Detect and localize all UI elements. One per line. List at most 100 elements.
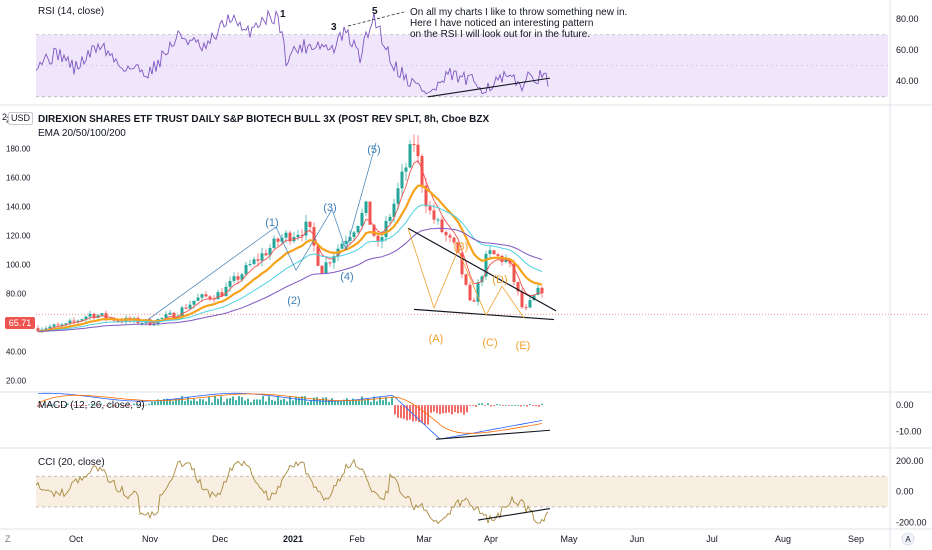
x-tick-label: Sep [848,534,864,544]
candle [60,324,64,326]
macd-histogram-bar [532,405,534,407]
macd-histogram-bar [313,397,315,406]
y-tick-label: 40.00 [896,76,919,86]
macd-histogram-bar [187,396,189,406]
candle [484,253,488,277]
price-tick-label: 80.00 [6,289,27,298]
correction-wave-label: (B) [454,241,469,253]
macd-histogram-bar [202,399,204,406]
candle [420,156,424,186]
macd-histogram-bar [343,399,345,406]
candle [376,235,380,242]
cci-pane[interactable] [35,458,888,525]
macd-histogram-bar [190,400,192,406]
candle [456,242,460,253]
macd-histogram-bar [100,403,102,406]
correction-wave-label: (E) [516,340,531,352]
pane-index: 2 [2,112,8,122]
macd-pane[interactable] [37,392,551,440]
candle [152,324,156,326]
macd-histogram-bar [286,401,288,406]
macd-histogram-bar [181,395,183,406]
candle [400,171,404,189]
price-tick-label: 180.00 [6,145,31,154]
candle [476,282,480,302]
auto-scale-button[interactable] [901,532,915,546]
macd-histogram-bar [124,405,126,406]
macd-histogram-bar [250,402,252,406]
wave-line [147,226,277,320]
macd-histogram-bar [133,403,135,406]
macd-histogram-bar [40,405,42,407]
candle [172,312,176,319]
ema-legend[interactable]: EMA 20/50/100/200 [38,128,126,139]
candle [424,185,428,207]
macd-histogram-bar [178,398,180,406]
candle [272,238,276,249]
macd-histogram-bar [448,405,450,413]
macd-histogram-bar [142,405,144,406]
candle [100,313,104,316]
macd-histogram-bar [97,405,99,406]
y-tick-label: 0.00 [896,487,914,497]
macd-histogram-bar [508,405,510,406]
candle [328,262,332,264]
macd-histogram-bar [409,405,411,420]
macd-histogram-bar [169,399,171,406]
macd-histogram-bar [199,398,201,406]
candle [428,206,432,211]
macd-histogram-bar [529,403,531,406]
impulse-wave-label: (2) [287,295,300,307]
currency-badge[interactable]: USD [8,112,34,125]
macd-histogram-bar [241,397,243,406]
ema-line-100 [37,204,543,332]
macd-histogram-bar [451,405,453,415]
impulse-wave-label: (3) [323,202,336,214]
x-tick-label: Apr [484,534,498,544]
macd-histogram-bar [523,404,525,406]
macd-histogram-bar [463,405,465,415]
candle [116,320,120,322]
rsi-label: RSI (14, close) [38,6,105,17]
price-tick-label: 100.00 [6,260,31,269]
macd-histogram-bar [274,400,276,406]
y-tick-label: -10.00 [896,426,922,436]
price-tick-label: 140.00 [6,203,31,212]
macd-histogram-bar [130,405,132,406]
candle [288,232,292,242]
impulse-wave-label: (1) [265,217,278,229]
candle [444,232,448,236]
zoom-glyph: Z [5,534,11,544]
macd-histogram-bar [415,405,417,421]
macd-histogram-bar [229,398,231,406]
x-tick-label: Jun [630,534,645,544]
macd-histogram-bar [361,396,363,406]
candle [188,304,192,309]
candle [356,225,360,233]
price-pane[interactable]: 200.00180.00160.00140.00120.00100.0080.0… [6,116,930,386]
macd-histogram-bar [379,396,381,406]
candle [88,313,92,317]
candle [332,256,336,263]
macd-histogram-bar [58,405,60,407]
rsi-pane[interactable]: 1 3 5 [35,6,888,98]
wave-line [345,142,377,251]
macd-histogram-bar [226,398,228,406]
macd-histogram-bar [445,405,447,414]
cci-trend-line [477,507,551,521]
macd-histogram-bar [481,403,483,406]
triangle-upper-line [407,227,557,312]
macd-histogram-bar [298,397,300,406]
candle [64,323,68,325]
macd-histogram-bar [193,398,195,406]
macd-histogram-bar [466,405,468,413]
macd-histogram-bar [145,404,147,406]
macd-histogram-bar [196,401,198,406]
macd-histogram-bar [487,403,489,406]
macd-histogram-bar [289,396,291,406]
macd-histogram-bar [73,405,75,406]
macd-histogram-bar [163,398,165,406]
x-tick-label: 2021 [283,534,303,544]
macd-histogram-bar [502,405,504,406]
